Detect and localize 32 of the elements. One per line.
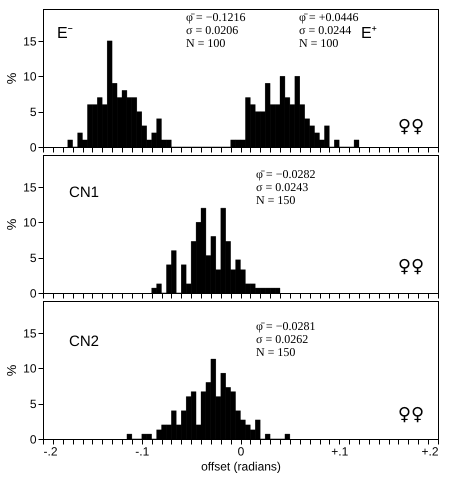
annotation: ♀♀ [398, 256, 424, 277]
annotation: φ̄ = −0.1216 σ = 0.0206 N = 100 [186, 10, 246, 50]
y-tick-label: 0 [30, 432, 37, 446]
x-tick-label: +.1 [331, 444, 349, 458]
annotation: ♀♀ [398, 404, 424, 425]
annotation: ♀♀ [398, 116, 424, 137]
y-tick-label: 5 [30, 105, 37, 120]
annotation: E⁻ [57, 25, 73, 42]
y-tick-label: 0 [30, 286, 37, 300]
y-axis-title: % [4, 364, 20, 376]
annotation: E⁺ [361, 25, 377, 42]
annotation: CN2 [69, 333, 100, 350]
annotation: φ̄ = −0.0282 σ = 0.0243 N = 150 [256, 167, 316, 207]
y-tick-label: 10 [23, 70, 37, 84]
y-tick-label: 15 [23, 180, 37, 194]
x-axis-title: offset (radians) [201, 460, 281, 474]
y-tick-label: 15 [23, 34, 37, 48]
annotation: φ̄ = +0.0446 σ = 0.0244 N = 100 [299, 10, 358, 50]
y-axis-title: % [4, 72, 20, 84]
x-tick-label: -.1 [135, 444, 150, 458]
x-tick-label: -.2 [44, 444, 58, 458]
x-tick-label: 0 [238, 444, 245, 458]
y-tick-label: 5 [30, 251, 37, 266]
y-tick-label: 0 [30, 140, 37, 154]
y-tick-label: 5 [30, 397, 37, 412]
x-tick-label: +.2 [421, 444, 439, 458]
annotation: CN1 [69, 184, 100, 201]
y-tick-label: 10 [23, 362, 37, 376]
y-tick-label: 15 [23, 326, 37, 340]
annotation: φ̄ = −0.0281 σ = 0.0262 N = 150 [256, 319, 316, 359]
y-tick-label: 10 [23, 216, 37, 230]
y-axis-title: % [4, 218, 20, 230]
